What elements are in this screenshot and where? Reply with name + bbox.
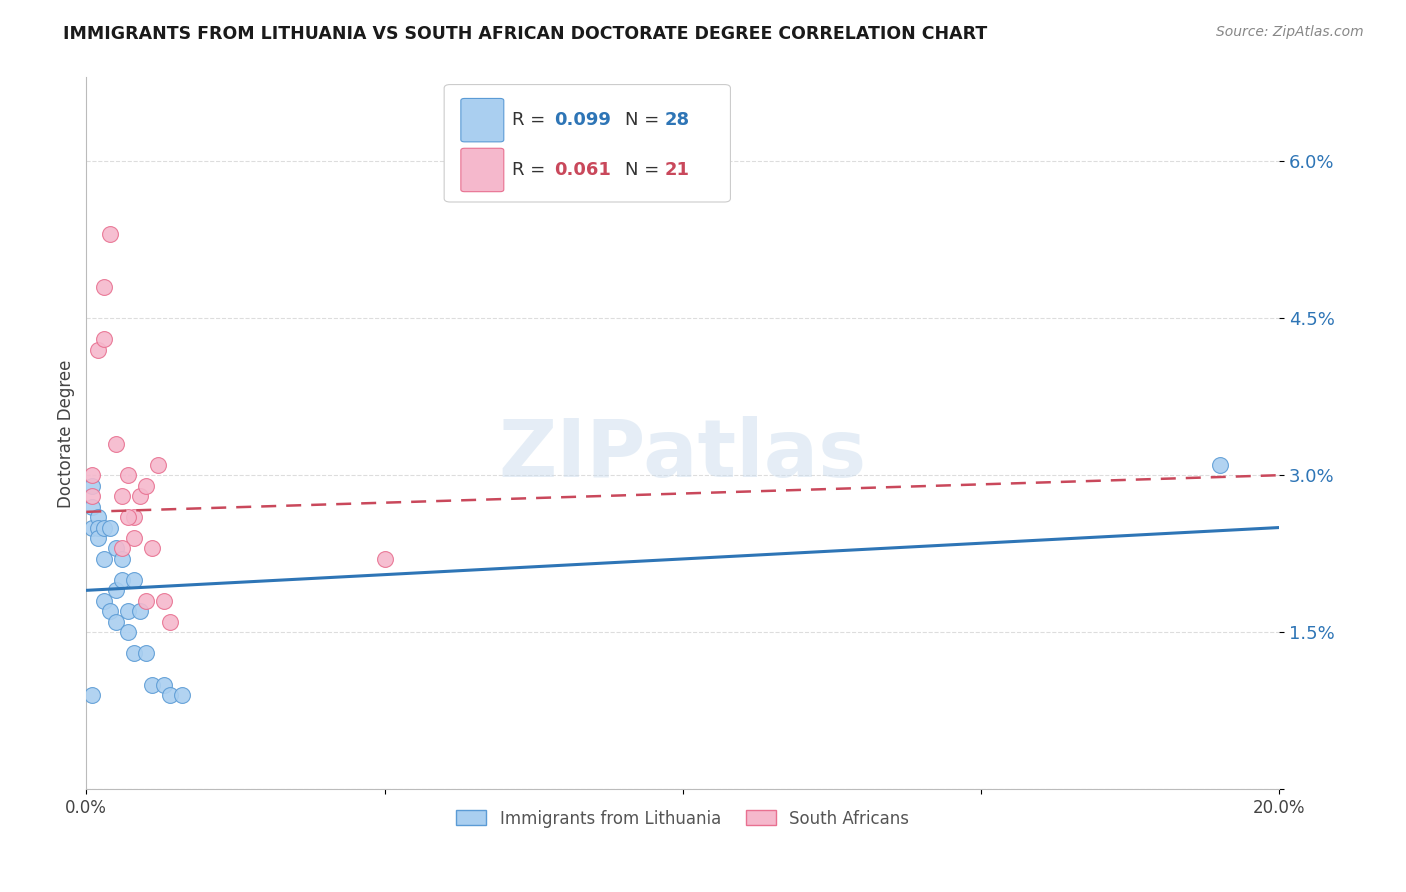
Text: N =: N = [626, 161, 659, 179]
Y-axis label: Doctorate Degree: Doctorate Degree [58, 359, 75, 508]
Point [122, 510, 145, 524]
Point [146, 458, 169, 472]
Point [82, 489, 104, 503]
Point [122, 531, 145, 545]
Point [122, 573, 145, 587]
FancyBboxPatch shape [444, 85, 731, 202]
Point [98, 227, 121, 242]
Point [105, 583, 128, 598]
Point [129, 489, 152, 503]
Point [82, 688, 104, 702]
Point [1208, 458, 1230, 472]
Point [141, 541, 163, 556]
Text: 21: 21 [665, 161, 690, 179]
Point [105, 437, 128, 451]
Point [82, 520, 104, 534]
Point [105, 615, 128, 629]
Point [117, 604, 139, 618]
Text: 28: 28 [665, 112, 690, 129]
Text: ZIPatlas: ZIPatlas [499, 416, 868, 493]
FancyBboxPatch shape [461, 148, 503, 192]
Point [82, 500, 104, 514]
Point [153, 594, 176, 608]
Point [87, 531, 110, 545]
Point [135, 646, 157, 660]
Point [82, 478, 104, 492]
Point [170, 688, 193, 702]
Text: R =: R = [512, 161, 551, 179]
Point [135, 478, 157, 492]
Point [111, 489, 134, 503]
Point [159, 615, 181, 629]
Legend: Immigrants from Lithuania, South Africans: Immigrants from Lithuania, South African… [450, 803, 915, 834]
Point [373, 552, 395, 566]
FancyBboxPatch shape [461, 98, 503, 142]
Point [87, 510, 110, 524]
Point [141, 677, 163, 691]
Point [98, 604, 121, 618]
Point [93, 332, 115, 346]
Point [111, 573, 134, 587]
Point [87, 343, 110, 357]
Point [122, 646, 145, 660]
Text: R =: R = [512, 112, 551, 129]
Point [135, 594, 157, 608]
Point [117, 625, 139, 640]
Text: 0.061: 0.061 [554, 161, 610, 179]
Point [82, 468, 104, 483]
Point [87, 520, 110, 534]
Point [98, 520, 121, 534]
Point [93, 594, 115, 608]
Point [159, 688, 181, 702]
Text: IMMIGRANTS FROM LITHUANIA VS SOUTH AFRICAN DOCTORATE DEGREE CORRELATION CHART: IMMIGRANTS FROM LITHUANIA VS SOUTH AFRIC… [63, 25, 987, 43]
Point [129, 604, 152, 618]
Point [111, 541, 134, 556]
Point [93, 280, 115, 294]
Point [117, 468, 139, 483]
Text: N =: N = [626, 112, 659, 129]
Point [111, 552, 134, 566]
Text: 0.099: 0.099 [554, 112, 610, 129]
Text: Source: ZipAtlas.com: Source: ZipAtlas.com [1216, 25, 1364, 39]
Point [153, 677, 176, 691]
Point [93, 520, 115, 534]
Point [117, 510, 139, 524]
Point [105, 541, 128, 556]
Point [93, 552, 115, 566]
